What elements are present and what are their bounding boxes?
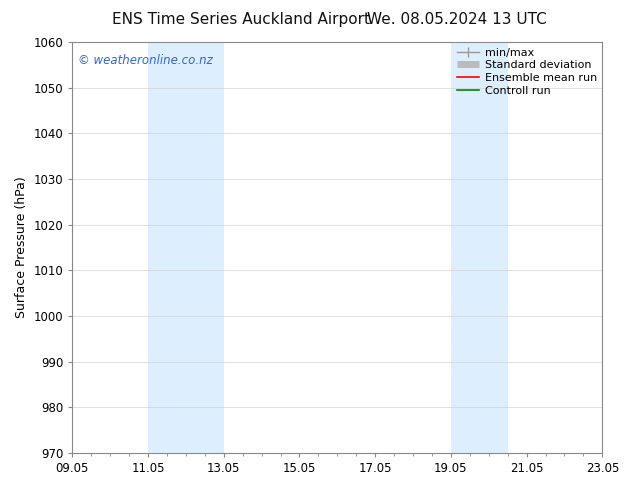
Bar	[148, 42, 224, 453]
Text: © weatheronline.co.nz: © weatheronline.co.nz	[77, 54, 212, 68]
Text: ENS Time Series Auckland Airport: ENS Time Series Auckland Airport	[112, 12, 370, 27]
Bar	[451, 42, 508, 453]
Text: We. 08.05.2024 13 UTC: We. 08.05.2024 13 UTC	[366, 12, 547, 27]
Y-axis label: Surface Pressure (hPa): Surface Pressure (hPa)	[15, 176, 28, 318]
Legend: min/max, Standard deviation, Ensemble mean run, Controll run: min/max, Standard deviation, Ensemble me…	[453, 44, 600, 99]
